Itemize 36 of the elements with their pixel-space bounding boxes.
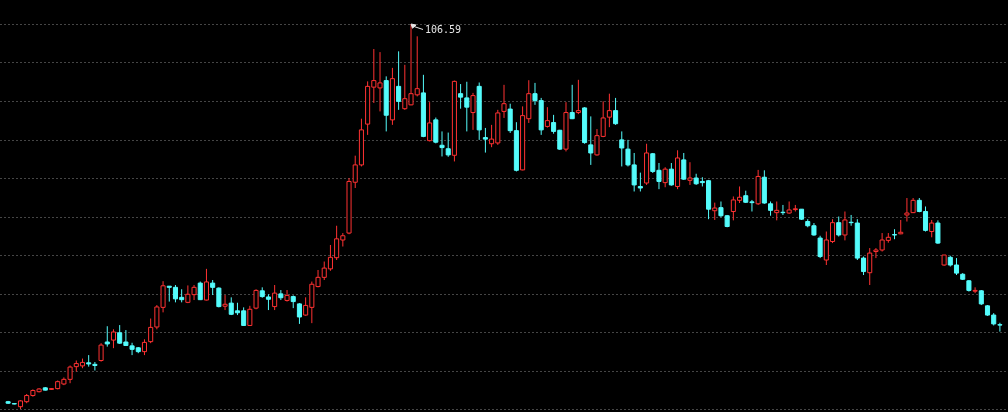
candlestick — [396, 50, 402, 111]
candlestick — [470, 92, 476, 131]
candlestick — [247, 305, 253, 327]
candlestick — [774, 200, 780, 221]
candlestick — [272, 284, 278, 311]
candlestick — [439, 130, 445, 157]
candlestick — [284, 289, 290, 303]
candlestick — [482, 127, 488, 154]
candlestick — [445, 132, 451, 158]
candlestick — [637, 172, 643, 192]
candlestick — [569, 84, 575, 120]
candlestick — [588, 115, 594, 166]
candlestick — [867, 247, 873, 286]
candlestick — [433, 117, 439, 144]
candlestick — [668, 162, 674, 187]
candlestick — [110, 328, 117, 349]
candlestick — [780, 204, 786, 216]
candlestick — [613, 97, 619, 126]
candlestick — [817, 235, 823, 259]
candlestick — [104, 325, 110, 348]
candlestick — [98, 342, 104, 363]
candlestick — [222, 294, 228, 311]
candlestick — [681, 152, 687, 181]
candlestick — [836, 216, 842, 238]
candlestick — [203, 268, 209, 301]
annotation: 106.59 — [425, 24, 462, 35]
candlestick — [662, 166, 668, 188]
candlestick — [427, 101, 433, 142]
candlestick — [544, 106, 550, 129]
candlestick — [972, 286, 978, 294]
candlestick — [296, 302, 302, 325]
candlestick — [687, 161, 693, 186]
candlestick — [842, 210, 848, 241]
candlestick — [575, 79, 581, 115]
candlestick — [501, 84, 507, 119]
candlestick — [935, 219, 941, 245]
